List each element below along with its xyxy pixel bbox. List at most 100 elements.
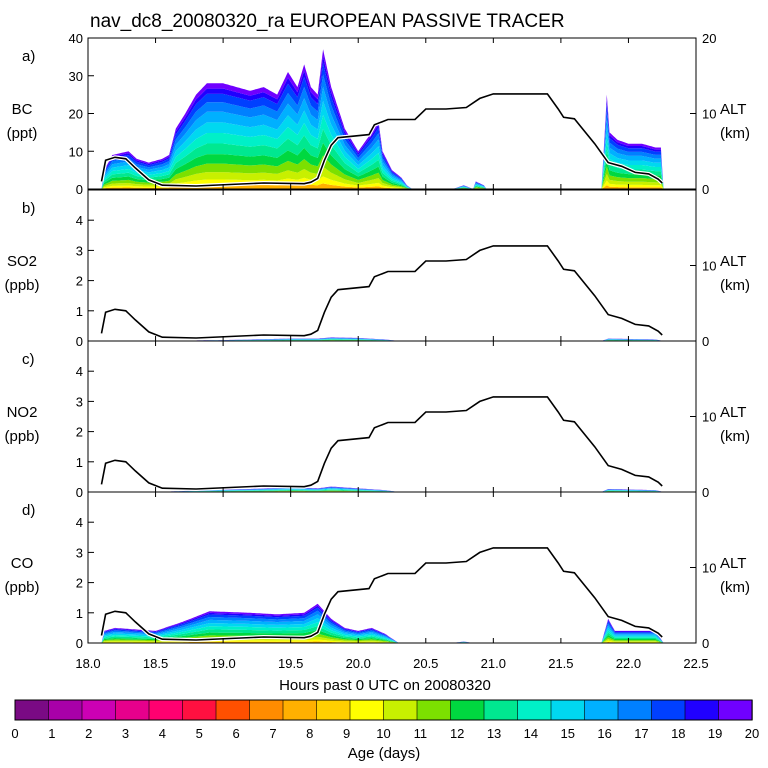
colorbar-tick-label: 10 [376,726,390,741]
age-layer-4 [101,155,664,189]
colorbar-cell [282,699,318,721]
colorbar-cell [48,699,83,721]
colorbar-cell [483,699,519,721]
altitude-line-halo [99,243,664,341]
y-tick-label: 0 [76,636,83,651]
colorbar-cell [550,699,586,721]
colorbar-tick-label: 4 [159,726,166,741]
age-layers [101,49,664,189]
alt-label: ALT [720,555,746,572]
alt-tick-label: 0 [702,334,709,349]
colorbar-tick-label: 16 [597,726,611,741]
colorbar-label: Age (days) [348,745,421,762]
colorbar-cell [684,699,720,721]
x-tick-label: 21.5 [548,656,573,671]
panel-no2: 0 1 2 3 4 0 10 c) NO2 (ppb) ALT (km) [4,340,750,500]
colorbar-cell [416,699,452,721]
y-tick-label: 0 [76,182,83,197]
colorbar-tick-label: 11 [414,726,428,741]
alt-label: ALT [720,404,746,421]
colorbar-tick-label: 6 [232,726,239,741]
y-tick-label: 3 [76,243,83,258]
age-layer-10 [101,610,664,643]
colorbar-frame [14,699,753,721]
alt-tick-label: 0 [702,182,709,197]
colorbar-tick-label: 2 [85,726,92,741]
alt-unit: (km) [720,428,750,445]
colorbar-cell [182,699,217,721]
age-colorbar: 0 1 2 3 4 5 6 7 8 9 10 11 12 13 14 15 16 17 18 19 20 [11,699,759,741]
y-tick-label: 2 [76,274,83,289]
age-layer-2 [101,176,664,189]
colorbar-tick-label: 1 [48,726,55,741]
panel-letter: a) [22,48,35,65]
alt-unit: (km) [720,277,750,294]
colorbar-cell [148,699,184,721]
altitude-line [100,245,663,339]
age-layer-2 [101,639,664,643]
x-tick-label: 22.0 [616,656,641,671]
colorbar-cell [383,699,418,721]
altitude-line [100,396,663,490]
altitude-line [100,547,663,641]
age-layer-3 [101,166,664,189]
y-tick-label: 4 [76,213,83,228]
age-layer-13 [101,603,664,643]
colorbar-cell [349,699,385,721]
y-tick-label: 3 [76,394,83,409]
panel-so2: 0 1 2 3 4 0 10 b) SO2 (ppb) ALT (km) [4,189,750,349]
colorbar-cell [718,699,753,721]
y-tick-label: 4 [76,364,83,379]
alt-unit: (km) [720,579,750,596]
x-tick-label: 20.0 [346,656,371,671]
age-layer-6 [101,626,664,643]
alt-unit: (km) [720,125,750,142]
panel-species: BC [12,101,33,118]
x-axis-ticks: 18.0 18.5 19.0 19.5 20.0 20.5 21.0 21.5 22.0 22.5 [75,656,708,671]
colorbar-tick-label: 3 [122,726,129,741]
x-tick-label: 22.5 [683,656,708,671]
panels: 01020304001020a)BC(ppt)ALT(km)01234010b)… [4,31,750,651]
age-layer-11 [101,607,664,643]
colorbar-cell [316,699,351,721]
alt-tick-label: 0 [702,636,709,651]
alt-tick-label: 20 [702,31,716,46]
alt-label: ALT [720,253,746,270]
age-layer-5 [101,142,664,189]
x-tick-label: 21.0 [481,656,506,671]
x-tick-label: 18.0 [75,656,100,671]
colorbar-tick-label: 19 [708,726,722,741]
colorbar-cell [651,699,686,721]
age-layer-12 [101,605,664,643]
altitude-line-halo [99,394,664,492]
y-tick-label: 1 [76,455,83,470]
panel-bc: 0 10 20 30 40 0 10 20 a) BC (ppt) ALT (km) [7,31,750,197]
colorbar-cell [617,699,653,721]
x-tick-label: 18.5 [143,656,168,671]
alt-tick-label: 0 [702,485,709,500]
age-layer-5 [101,630,664,643]
panel-species: CO [11,555,34,572]
age-layer-9 [101,614,664,643]
x-axis-label: Hours past 0 UTC on 20080320 [279,677,491,694]
chart-title: nav_dc8_20080320_ra EUROPEAN PASSIVE TRA… [90,11,565,32]
x-tick-label: 19.0 [210,656,235,671]
colorbar-tick-label: 17 [634,726,648,741]
colorbar-tick-label: 5 [196,726,203,741]
colorbar-cell [249,699,284,721]
colorbar-cell [14,699,50,721]
colorbar-tick-label: 15 [561,726,575,741]
y-tick-label: 0 [76,485,83,500]
colorbar-cell [81,699,117,721]
x-tick-label: 19.5 [278,656,303,671]
panel-letter: d) [22,502,35,519]
age-layer-4 [101,633,664,643]
panel-unit: (ppb) [4,428,39,445]
alt-tick-label: 10 [702,259,716,274]
y-tick-label: 4 [76,515,83,530]
colorbar-tick-label: 18 [671,726,685,741]
panel-letter: b) [22,200,35,217]
panel-species: NO2 [7,404,38,421]
panel-letter: c) [22,351,35,368]
